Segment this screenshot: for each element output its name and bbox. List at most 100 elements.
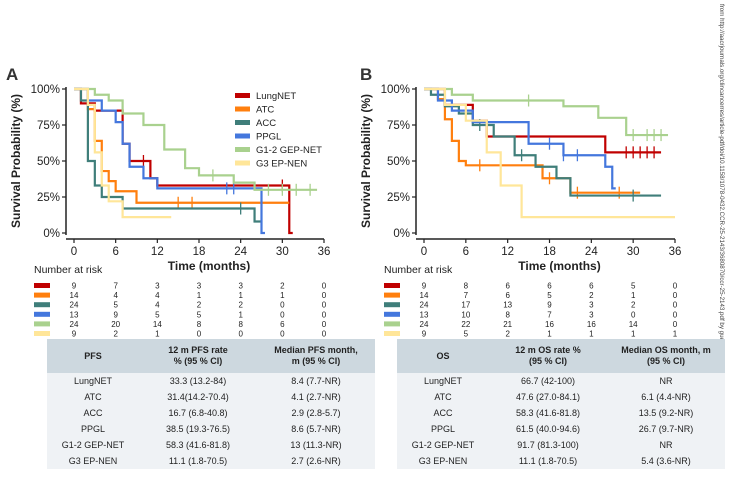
risk-count: 7 [464,291,469,300]
risk-row-swatch [34,292,50,298]
survival-curve-PPGL [74,87,265,235]
y-tick-label: 100% [381,84,410,96]
risk-count: 24 [420,320,429,329]
legend-label: PPGL [256,132,281,143]
risk-count: 3 [589,301,594,310]
risk-count: 2 [113,330,118,339]
legend-label: G1-2 GEP-NET [256,145,322,156]
table-cell: 13.5 (9.2-NR) [607,405,725,421]
table-row: G1-2 GEP-NET 58.3 (41.6-81.8) 13 (11.3-NR) [47,437,375,453]
table-cell: NR [607,437,725,453]
table-row: ATC 31.4(14.2-70.4) 4.1 (2.7-NR) [47,389,375,405]
table-cell: 16.7 (6.8-40.8) [139,405,257,421]
y-tick-label: 75% [387,120,410,132]
table-header-cell: OS [397,339,489,373]
legend-swatch [235,147,250,152]
table-cell: G3 EP-NEN [397,453,489,469]
y-axis-label: Survival Probability (%) [9,94,23,228]
table-cell: 26.7 (9.7-NR) [607,421,725,437]
source-note: from http://aacrjournals.org/clincancerr… [716,0,736,480]
risk-count: 0 [238,330,243,339]
table-row: ATC 47.6 (27.0-84.1) 6.1 (4.4-NR) [397,389,725,405]
legend-swatch [235,120,250,125]
table-cell: 61.5 (40.0-94.6) [489,421,607,437]
risk-count: 9 [547,301,552,310]
risk-count: 0 [197,330,202,339]
table-cell: 38.5 (19.3-76.5) [139,421,257,437]
y-tick-label: 25% [37,192,60,204]
risk-count: 0 [322,291,327,300]
risk-row-swatch [34,331,50,336]
survival-curve-ACC [74,87,262,223]
risk-count: 22 [461,320,470,329]
table-cell: LungNET [397,373,489,389]
risk-count: 6 [547,282,552,291]
risk-count: 24 [420,301,429,310]
risk-count: 3 [238,282,243,291]
table-row: ACC 58.3 (41.6-81.8) 13.5 (9.2-NR) [397,405,725,421]
y-tick-label: 0% [43,228,60,240]
table-cell: 4.1 (2.7-NR) [257,389,375,405]
table-cell: 2.7 (2.6-NR) [257,453,375,469]
table-row: LungNET 33.3 (13.2-84) 8.4 (7.7-NR) [47,373,375,389]
table-cell: G1-2 GEP-NET [397,437,489,453]
risk-count: 0 [280,310,285,319]
y-tick-label: 100% [31,84,60,96]
x-tick-label: 6 [112,246,118,258]
x-tick-label: 12 [501,246,514,258]
risk-count: 9 [422,330,427,339]
table-cell: 31.4(14.2-70.4) [139,389,257,405]
x-tick-label: 0 [421,246,427,258]
risk-count: 0 [673,282,678,291]
risk-count: 2 [631,301,636,310]
risk-count: 0 [322,282,327,291]
risk-count: 2 [280,282,285,291]
risk-count: 5 [631,282,636,291]
risk-count: 9 [422,282,427,291]
x-axis-label: Time (months) [518,259,600,273]
table-cell: 58.3 (41.6-81.8) [139,437,257,453]
x-tick-label: 30 [627,246,640,258]
table-row: LungNET 66.7 (42-100) NR [397,373,725,389]
risk-count: 14 [420,291,429,300]
survival-curve-G3-EP-NEN [74,87,172,219]
risk-count: 6 [589,282,594,291]
table-cell: G3 EP-NEN [47,453,139,469]
risk-count: 8 [238,320,243,329]
table-cell: 8.6 (5.7-NR) [257,421,375,437]
table-cell: 33.3 (13.2-84) [139,373,257,389]
table-cell: 47.6 (27.0-84.1) [489,389,607,405]
risk-count: 1 [589,330,594,339]
y-tick-label: 50% [387,156,410,168]
x-tick-label: 6 [463,246,469,258]
risk-count: 5 [155,310,160,319]
risk-row-swatch [384,321,400,327]
table-row: G1-2 GEP-NET 91.7 (81.3-100) NR [397,437,725,453]
risk-count: 20 [111,320,120,329]
risk-count: 1 [238,291,243,300]
x-tick-label: 0 [71,246,77,258]
table-cell: 58.3 (41.6-81.8) [489,405,607,421]
y-tick-label: 75% [37,120,60,132]
risk-count: 0 [673,310,678,319]
risk-row-swatch [384,311,400,317]
panel-label: B [360,65,372,84]
risk-count: 4 [113,291,118,300]
risk-count: 8 [505,310,510,319]
panel-label: A [6,65,18,84]
legend-label: LungNET [256,91,296,102]
survival-curve-G1-2-GEP-NET [74,87,318,191]
risk-count: 8 [464,282,469,291]
x-tick-label: 18 [543,246,556,258]
risk-row-swatch [34,311,50,317]
table-cell: 13 (11.3-NR) [257,437,375,453]
table-cell: ACC [47,405,139,421]
x-tick-label: 24 [585,246,598,258]
risk-count: 1 [238,310,243,319]
risk-count: 9 [113,310,118,319]
risk-count: 2 [589,291,594,300]
risk-count: 1 [197,291,202,300]
table-row: G3 EP-NEN 11.1 (1.8-70.5) 2.7 (2.6-NR) [47,453,375,469]
